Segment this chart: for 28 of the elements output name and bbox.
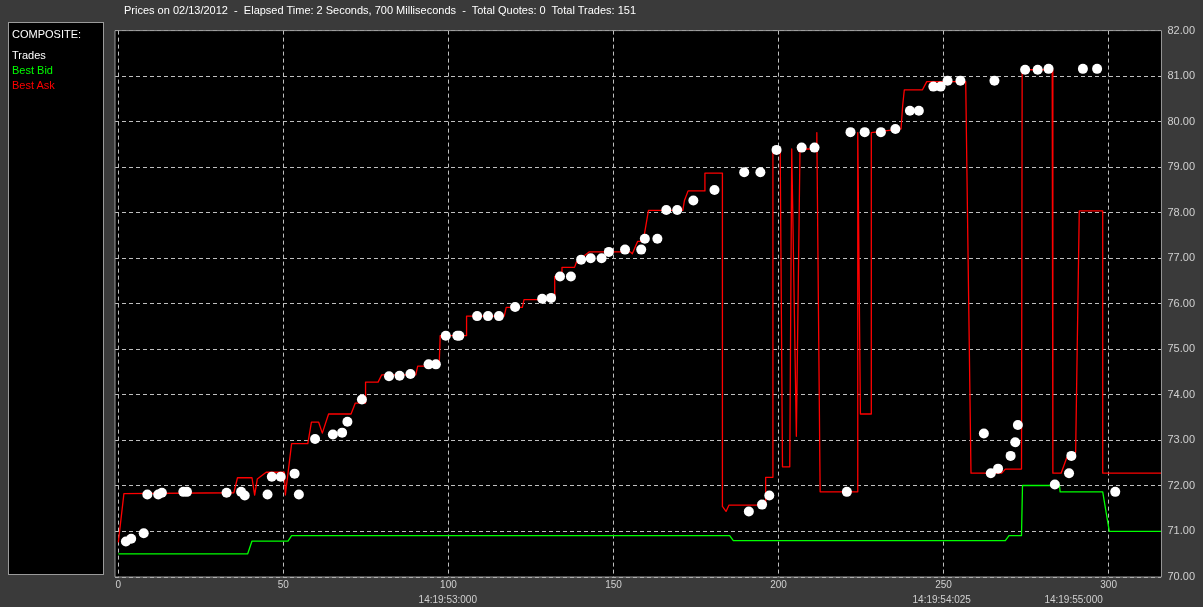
text: Trades — [12, 48, 47, 63]
y-tick-label: 71.00 — [1167, 524, 1195, 537]
x-tick-label: 50 — [277, 578, 290, 590]
legend-title: COMPOSITE: — [12, 27, 83, 42]
y-tick-label: 81.00 — [1167, 69, 1195, 82]
y-tick-label: 76.00 — [1167, 296, 1195, 309]
x-tick-label: 250 — [935, 578, 953, 590]
text: 14:19:55:000 — [1044, 593, 1104, 605]
x-tick-label: 150 — [605, 578, 623, 590]
y-tick-label: 72.00 — [1167, 478, 1195, 491]
x-tick-label: 300 — [1100, 578, 1118, 590]
y-tick-label: 77.00 — [1167, 251, 1195, 264]
y-tick-label: 74.00 — [1167, 387, 1195, 400]
text: 14:19:53:000 — [418, 593, 478, 605]
chart-title: Prices on 02/13/2012 - Elapsed Time: 2 Seconds, 700 Milliseconds - Total Quotes: 0 Total Trades: 151 — [124, 4, 636, 16]
y-tick-label: 73.00 — [1167, 433, 1195, 446]
y-tick-label: 80.00 — [1167, 114, 1195, 127]
y-tick-label: 75.00 — [1167, 342, 1195, 355]
text: 14:19:54:025 — [912, 593, 972, 605]
text: Best Bid — [12, 63, 54, 78]
y-tick-label: 82.00 — [1167, 23, 1195, 36]
text: Best Ask — [12, 78, 56, 93]
x-tick-label: 100 — [440, 578, 458, 590]
y-tick-label: 70.00 — [1167, 570, 1195, 583]
x-tick-label: 0 — [115, 578, 122, 590]
x-tick-label: 200 — [770, 578, 788, 590]
y-tick-label: 78.00 — [1167, 205, 1195, 218]
y-tick-label: 79.00 — [1167, 160, 1195, 173]
